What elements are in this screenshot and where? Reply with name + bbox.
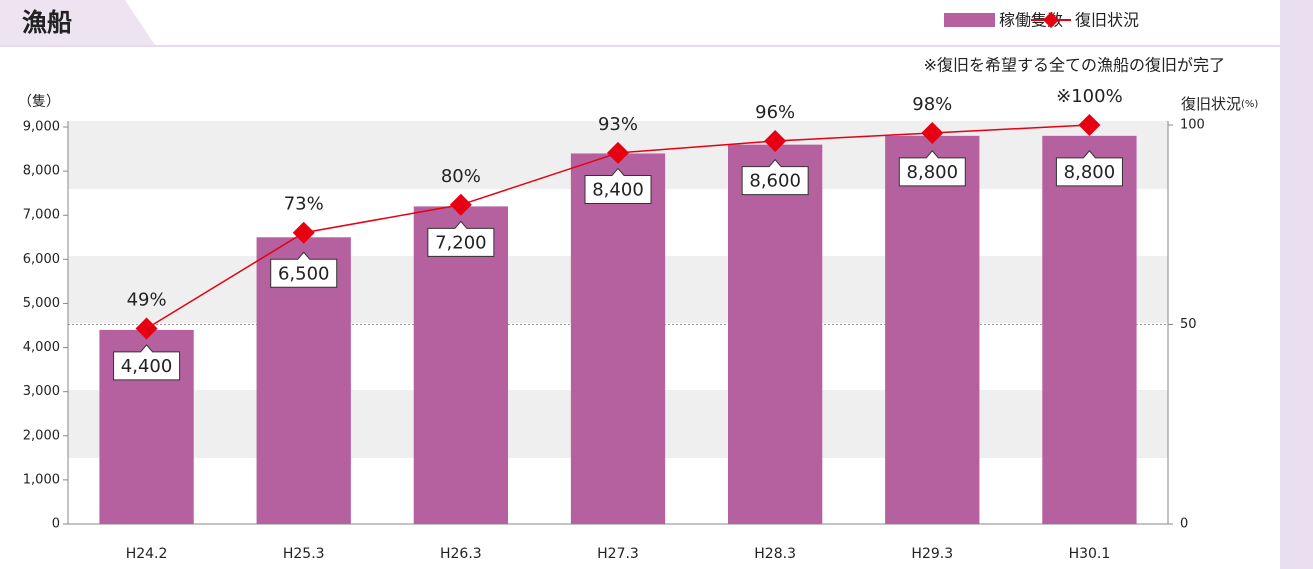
y2-tick-label: 50	[1180, 317, 1197, 332]
line-value-label: 93%	[598, 114, 638, 135]
x-tick-label: H28.3	[754, 546, 796, 562]
y-tick-label: 2,000	[23, 428, 60, 443]
y-tick-label: 8,000	[23, 164, 60, 179]
y-tick-label: 4,000	[23, 340, 60, 355]
bar-value-label: 6,500	[278, 263, 330, 284]
x-tick-label: H26.3	[440, 546, 482, 562]
value-label-box	[427, 220, 495, 257]
chart-title: 漁船	[22, 8, 72, 37]
line-value-label: 96%	[755, 102, 795, 123]
y-tick-label: 5,000	[23, 296, 60, 311]
bar	[413, 206, 508, 524]
y2-unit: (%)	[1241, 99, 1258, 110]
line-value-label: 98%	[912, 94, 952, 115]
x-tick-label: H24.2	[126, 546, 168, 562]
note: ※復旧を希望する全ての漁船の復旧が完了	[924, 56, 1225, 75]
line-marker	[921, 121, 944, 144]
y-tick-label: 9,000	[23, 120, 60, 135]
y-tick-label: 1,000	[23, 472, 60, 487]
line-marker	[292, 221, 315, 244]
bar	[1042, 135, 1137, 525]
bar	[728, 144, 823, 524]
value-label-box	[741, 158, 809, 196]
legend-swatch	[944, 13, 995, 27]
y2-label-text: 復旧状況	[1181, 95, 1241, 113]
bar-value-label: 8,600	[749, 171, 801, 192]
bar	[570, 153, 666, 524]
y-tick-label: 6,000	[23, 252, 60, 267]
value-label-box	[898, 150, 966, 187]
line-value-label: 80%	[441, 166, 481, 187]
line-marker	[607, 141, 629, 164]
y2-axis-label: 復旧状況(%)	[1181, 95, 1258, 113]
x-tick-label: H27.3	[597, 546, 639, 562]
line-marker	[1078, 114, 1101, 136]
value-label-box	[113, 344, 181, 381]
line-value-label: 49%	[127, 289, 167, 310]
x-tick-label: H25.3	[283, 546, 325, 562]
title-tab	[0, 0, 155, 45]
legend-label: 復旧状況	[1075, 11, 1139, 30]
x-tick-label: H29.3	[911, 546, 953, 562]
bar-value-label: 7,200	[435, 232, 487, 253]
value-label-box	[270, 251, 338, 288]
line-marker	[449, 193, 472, 216]
value-label-box	[1055, 150, 1123, 187]
bar	[885, 135, 980, 525]
bar-value-label: 8,800	[907, 162, 959, 183]
y-axis-label: （隻）	[18, 94, 60, 110]
y2-tick-label: 0	[1180, 517, 1188, 532]
y-tick-label: 7,000	[23, 208, 60, 223]
bar-value-label: 4,400	[121, 356, 173, 377]
y-tick-label: 3,000	[23, 384, 60, 399]
line-marker	[135, 317, 158, 340]
bar-value-label: 8,400	[592, 179, 644, 200]
line-value-label: 73%	[284, 194, 324, 215]
line-marker	[764, 129, 787, 152]
value-label-box	[584, 167, 652, 204]
line-value-label: ※100%	[1056, 86, 1123, 107]
bar-value-label: 8,800	[1064, 162, 1116, 183]
legend-marker	[1043, 12, 1059, 28]
side-strip	[1280, 0, 1313, 569]
y-tick-label: 0	[52, 517, 60, 532]
x-tick-label: H30.1	[1069, 546, 1111, 562]
y2-tick-label: 100	[1180, 118, 1205, 133]
